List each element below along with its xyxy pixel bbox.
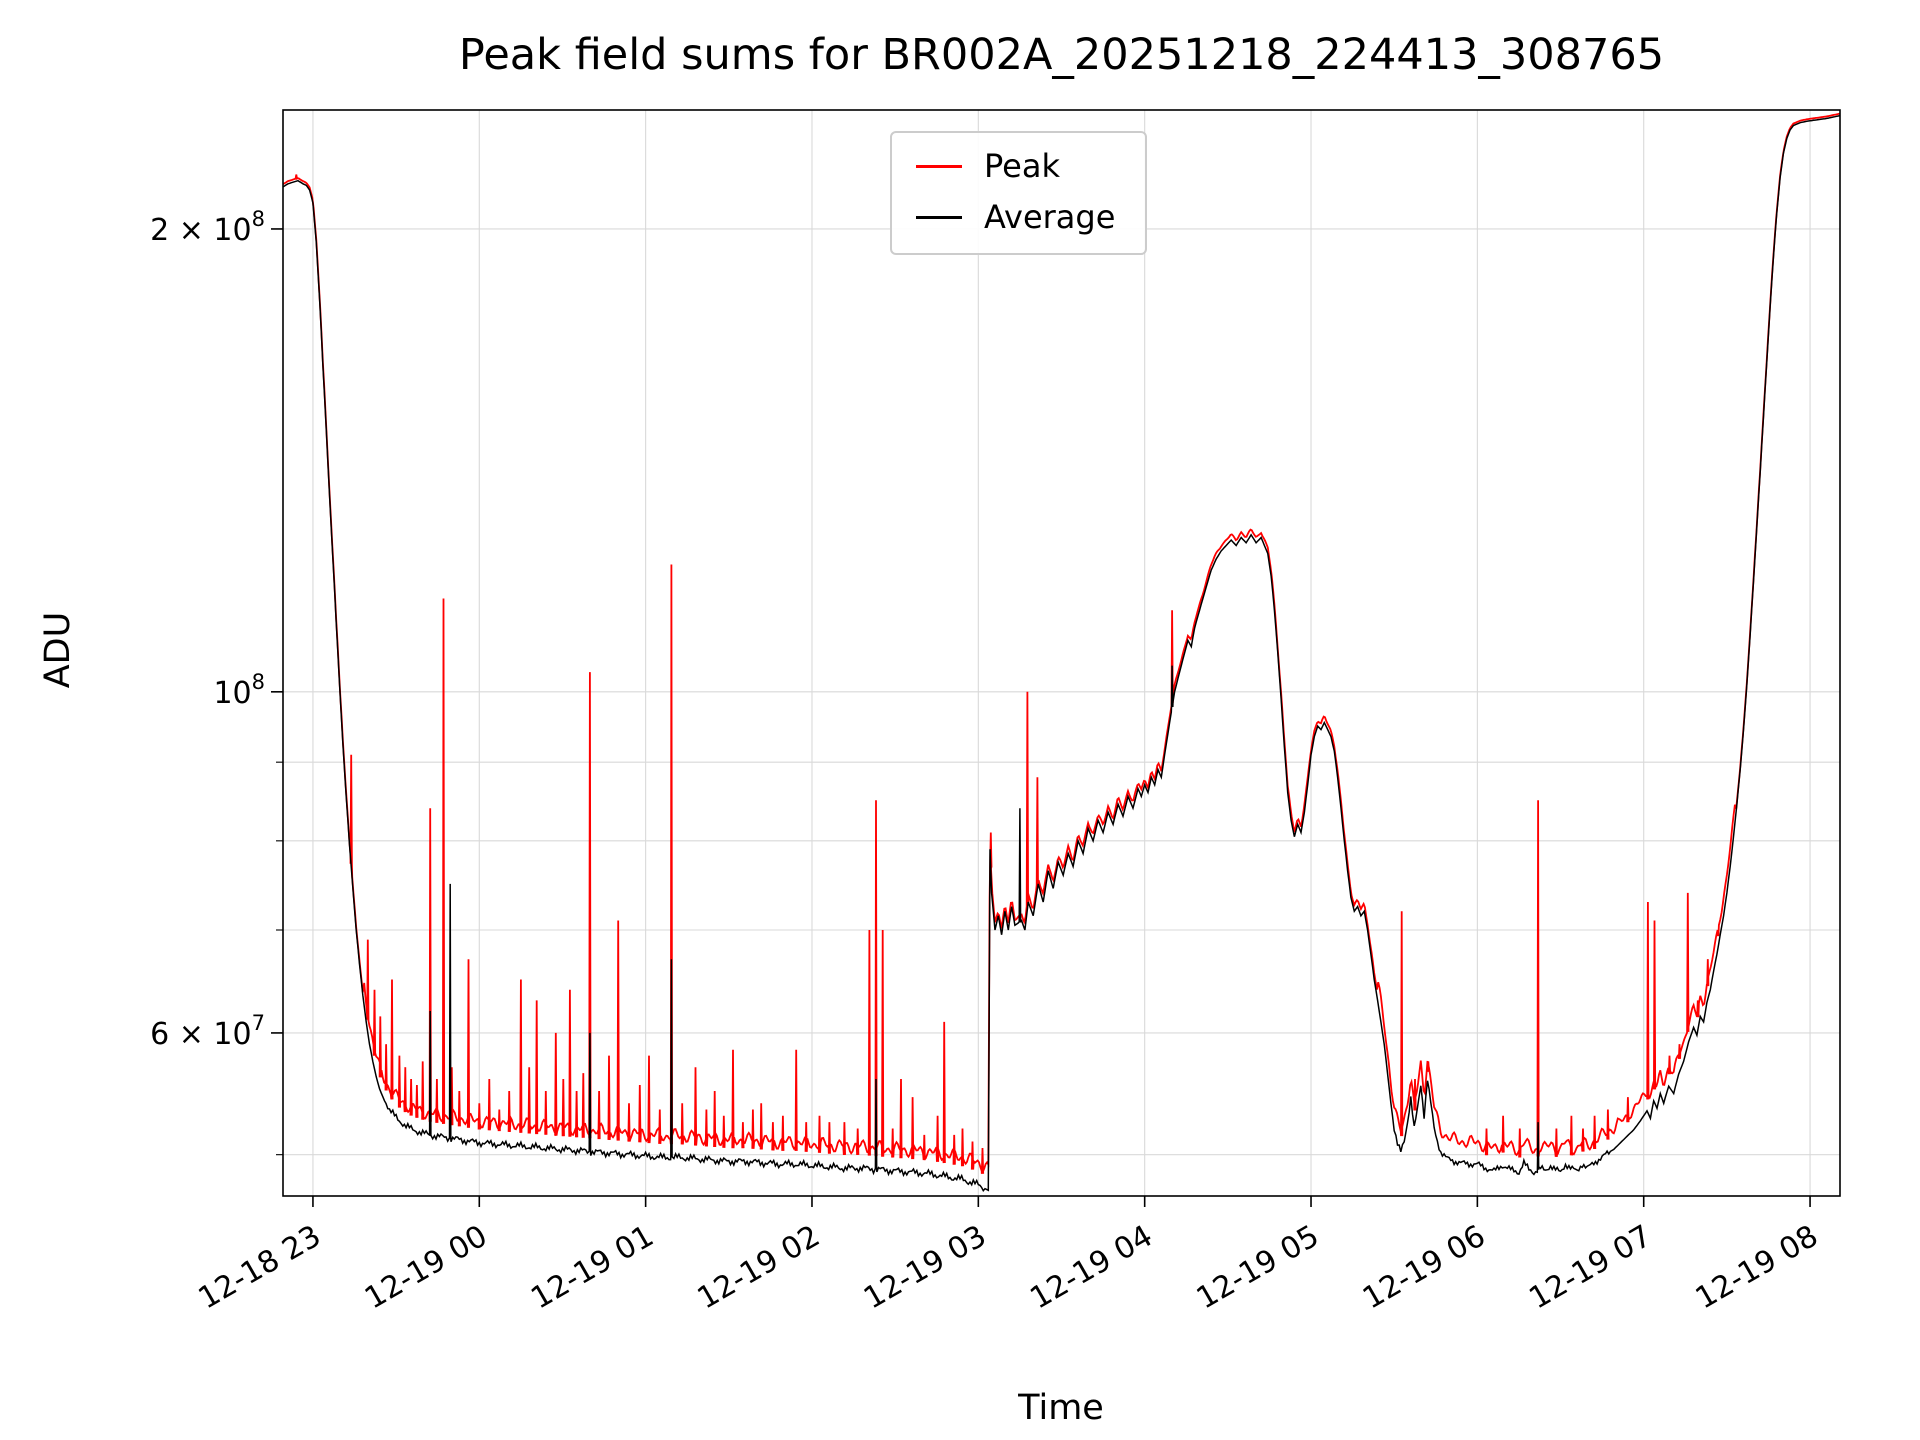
y-tick-label: 108: [213, 670, 265, 711]
x-tick-label: 12-19 07: [1523, 1219, 1657, 1317]
legend-entry-peak: Peak: [916, 147, 1115, 185]
legend-label-average: Average: [984, 198, 1116, 237]
y-tick-label: 2 × 108: [150, 207, 265, 248]
peak-line-swatch: [916, 165, 962, 169]
chart-title: Peak field sums for BR002A_20251218_2244…: [458, 30, 1665, 80]
legend-label-peak: Peak: [984, 147, 1060, 185]
legend-entry-average: Average: [916, 198, 1116, 237]
x-tick-label: 12-18 23: [193, 1219, 327, 1317]
x-tick-label: 12-19 05: [1191, 1219, 1325, 1317]
plot-border: [282, 109, 1841, 1197]
y-tick-label: 6 × 107: [150, 1011, 265, 1052]
x-tick-label: 12-19 04: [1024, 1219, 1158, 1317]
average-line-swatch: [916, 216, 962, 220]
x-tick-label: 12-19 02: [692, 1219, 826, 1317]
x-tick-label: 12-19 01: [525, 1219, 659, 1317]
legend: Peak Average: [890, 131, 1148, 256]
x-tick-label: 12-19 08: [1690, 1219, 1824, 1317]
x-tick-label: 12-19 00: [359, 1219, 493, 1317]
x-axis-label: Time: [1018, 1388, 1104, 1428]
x-tick-label: 12-19 03: [858, 1219, 992, 1317]
peak-line: [283, 112, 1840, 1174]
x-tick-label: 12-19 06: [1357, 1219, 1491, 1317]
average-line: [283, 114, 1840, 1193]
